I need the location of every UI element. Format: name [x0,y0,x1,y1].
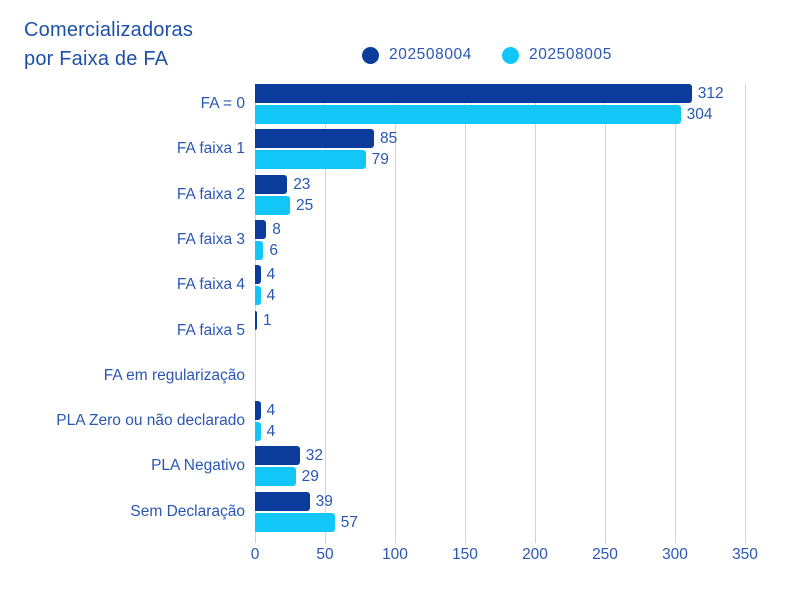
value-label: 85 [380,130,398,148]
bar-202508005[interactable] [255,240,264,260]
axis-tick-label: 200 [522,546,548,563]
bar-202508005[interactable] [255,150,366,170]
gridline [325,84,326,543]
value-label: 304 [686,106,713,123]
legend-item-202508005[interactable]: 202508005 [501,46,612,64]
bar-202508004[interactable] [255,174,288,194]
bar-202508004[interactable] [255,491,310,511]
value-label: 4 [266,266,276,284]
chart-title-line1: Comercializadoras [24,19,194,41]
category-label: FA faixa 3 [176,230,245,248]
value-label: 23 [293,175,311,193]
legend-dot-icon [362,46,379,64]
gridline [395,84,396,543]
value-label: 57 [340,513,359,531]
bar-202508005[interactable] [255,467,296,487]
legend-label: 202508005 [528,46,612,63]
legend-dot-icon [501,46,519,64]
value-label: 4 [266,423,276,441]
axis-tick-label: 300 [662,546,688,563]
bar-202508005[interactable] [255,105,681,124]
value-label: 312 [697,85,724,102]
category-label: PLA Negativo [151,457,245,475]
category-label: PLA Zero ou não declarado [56,412,245,430]
axis-tick-label: 50 [316,546,334,563]
value-label: 79 [371,151,389,169]
chart-title: Comercializadoras por Faixa de FA [24,16,193,74]
bar-202508004[interactable] [255,446,300,466]
category-label: FA faixa 2 [176,185,245,203]
axis-tick-label: 150 [452,546,478,563]
axis-tick-label: 250 [592,546,618,563]
axis-tick-label: 350 [732,546,758,563]
bar-202508004[interactable] [255,401,261,421]
category-label: FA faixa 1 [176,140,245,158]
category-label: FA faixa 4 [176,276,245,294]
value-label: 25 [296,196,314,214]
value-label: 29 [301,468,319,486]
bar-202508004[interactable] [255,84,692,103]
chart-title-line2: por Faixa de FA [24,48,169,70]
gridline [745,84,746,543]
value-label: 32 [305,447,324,465]
axis-tick-label: 0 [250,546,260,563]
gridline [605,84,606,543]
category-label: Sem Declaração [130,502,245,520]
bar-202508005[interactable] [255,195,290,215]
axis-tick-label: 100 [382,546,408,563]
category-label: FA faixa 5 [176,321,245,339]
bar-202508004[interactable] [255,219,267,239]
value-label: 39 [315,492,333,510]
bar-202508004[interactable] [255,265,261,285]
category-label: FA = 0 [200,95,245,112]
bar-202508005[interactable] [255,422,261,442]
bar-202508005[interactable] [255,286,261,306]
value-label: 1 [263,311,272,329]
bar-202508005[interactable] [255,512,335,532]
value-label: 4 [266,402,276,420]
bar-202508004[interactable] [255,310,257,330]
legend-item-202508004[interactable]: 202508004 [362,46,472,64]
gridline [465,84,466,543]
value-label: 8 [272,220,281,238]
bar-202508004[interactable] [255,129,374,149]
gridline [535,84,536,543]
legend-label: 202508004 [389,46,472,63]
legend: 202508004 202508005 [362,46,612,64]
gridline [675,84,676,543]
value-label: 4 [266,287,276,305]
category-label: FA em regularização [103,366,245,384]
value-label: 6 [269,241,279,259]
